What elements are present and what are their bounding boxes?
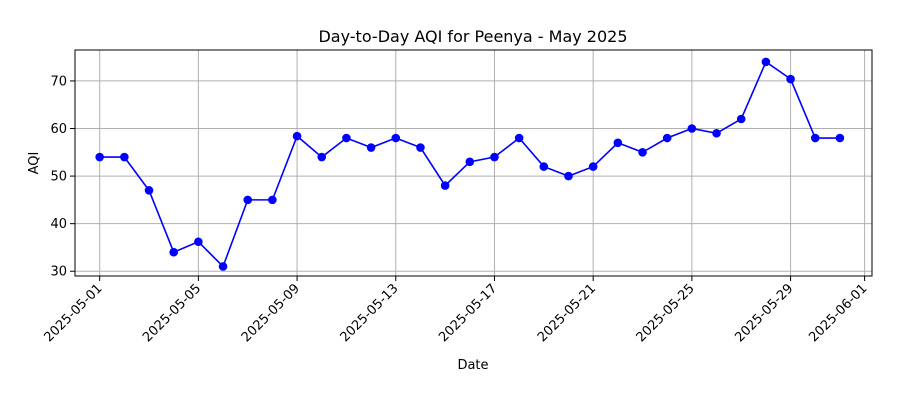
y-tick-label: 60 [50, 122, 67, 137]
data-point [292, 131, 302, 141]
data-point [366, 143, 376, 152]
data-point [317, 152, 327, 162]
data-point [712, 128, 721, 138]
data-point [638, 147, 647, 157]
data-point [342, 133, 351, 143]
data-point [465, 157, 475, 167]
data-point [218, 262, 228, 271]
series-aqi [95, 57, 845, 271]
plot-frame [74, 49, 873, 277]
chart-title: Day-to-Day AQI for Peenya - May 2025 [318, 27, 627, 46]
data-point [736, 114, 746, 124]
y-tick-label: 40 [50, 217, 67, 232]
x-axis-label: Date [457, 358, 488, 373]
data-point [95, 152, 104, 162]
data-point [144, 186, 154, 195]
y-tick-label: 30 [50, 265, 67, 280]
data-point [391, 133, 401, 143]
data-point [490, 152, 499, 162]
x-tick-label: 2025-05-09 [239, 281, 303, 345]
data-point [514, 133, 524, 143]
x-tick-label: 2025-06-01 [806, 281, 870, 345]
data-point [613, 138, 623, 148]
data-point [120, 152, 129, 162]
data-point [687, 124, 697, 133]
data-point [564, 171, 573, 181]
x-tick-label: 2025-05-01 [41, 281, 105, 345]
data-point [588, 162, 598, 171]
x-tick-label: 2025-05-13 [338, 281, 402, 345]
x-tick-label: 2025-05-05 [140, 281, 204, 345]
data-point [169, 247, 178, 257]
data-point [194, 237, 203, 247]
x-tick-label: 2025-05-21 [535, 281, 599, 345]
data-point [440, 181, 450, 190]
y-tick-label: 50 [50, 170, 67, 185]
y-axis-label: AQI [27, 152, 42, 175]
x-tick-label: 2025-05-25 [634, 281, 698, 345]
data-point [416, 143, 425, 152]
data-point [243, 195, 253, 205]
data-point [810, 133, 820, 143]
x-tick-label: 2025-05-17 [436, 281, 500, 345]
data-point [539, 162, 549, 171]
axis-ticks: 2025-05-01 2025-05-05 2025-05-09 2025-05-13… [41, 74, 870, 345]
y-tick-label: 70 [50, 74, 67, 89]
x-tick-label: 2025-05-29 [732, 281, 796, 345]
data-point [268, 195, 277, 205]
data-point [786, 74, 795, 84]
data-point [761, 57, 771, 67]
grid-lines [75, 50, 872, 276]
data-point [835, 133, 845, 143]
data-point [662, 133, 672, 143]
